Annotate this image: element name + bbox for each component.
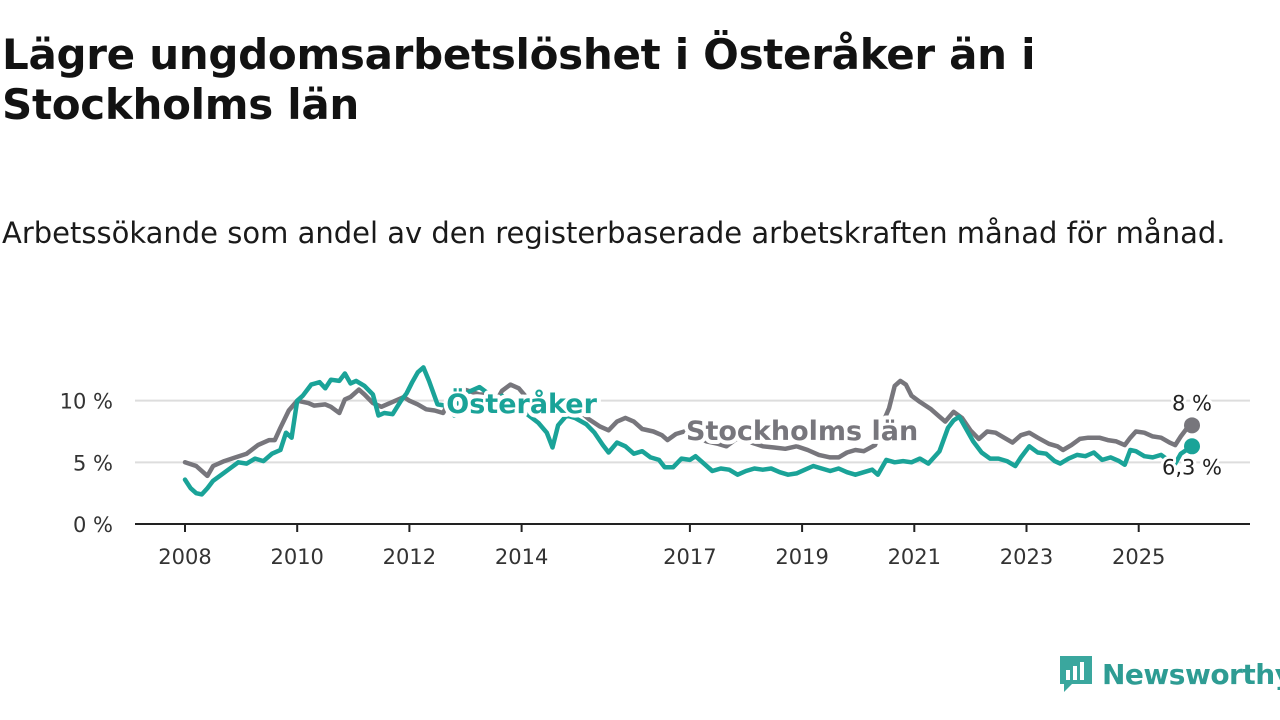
- x-tick-label: 2010: [270, 545, 323, 569]
- chart-title: Lägre ungdomsarbetslöshet i Österåker än…: [2, 30, 1036, 129]
- series-lines: [182, 365, 1195, 497]
- series-label-stockholms-lan: Stockholms län: [686, 416, 918, 447]
- end-label-halo: 6,3 %: [1162, 455, 1222, 479]
- line-chart: 0 %5 %10 % 2008 2010 2012 2014 2017 2019 2021 2…: [60, 365, 1250, 569]
- series-label-halo: Stockholms län: [686, 416, 918, 447]
- newsworthy-logo-icon: [1060, 656, 1092, 692]
- x-tick-label: 2023: [1000, 545, 1053, 569]
- y-tick-label: 10 %: [60, 390, 113, 414]
- x-tick-label: 2014: [495, 545, 548, 569]
- x-tick-label: 2025: [1112, 545, 1165, 569]
- y-tick-label: 5 %: [73, 451, 113, 475]
- end-value-label-osteraker: 6,3 %: [1162, 455, 1222, 479]
- series-line-osteraker: [182, 365, 1195, 497]
- x-tick-label: 2012: [383, 545, 436, 569]
- end-marker-osteraker: [1184, 438, 1200, 455]
- x-tick-label: 2017: [663, 545, 716, 569]
- chart-subtitle: Arbetssökande som andel av den registerb…: [2, 216, 1226, 250]
- x-tick-label: 2019: [775, 545, 828, 569]
- x-tick-label: 2021: [888, 545, 941, 569]
- brand-name: Newsworthy: [1102, 657, 1280, 691]
- newsworthy-logo: Newsworthy: [1058, 654, 1280, 694]
- end-markers: 8 %8 %6,3 %6,3 %: [1159, 388, 1225, 482]
- y-tick-label: 0 %: [73, 513, 113, 537]
- end-value-label-stockholms-lan: 8 %: [1172, 391, 1212, 415]
- y-axis-ticks: 0 % 5 % 10 %: [60, 390, 113, 537]
- end-marker-stockholms-lan: [1184, 417, 1200, 434]
- series-label-osteraker: Österåker: [446, 387, 597, 420]
- series-label-halo: Österåker: [446, 387, 597, 420]
- end-label-halo: 8 %: [1172, 391, 1212, 415]
- x-tick-label: 2008: [158, 545, 211, 569]
- x-axis-ticks: 2008 2010 2012 2014 2017 2019 2021 2023 2025: [135, 523, 1250, 569]
- series-line-stockholms-lan: [182, 378, 1195, 479]
